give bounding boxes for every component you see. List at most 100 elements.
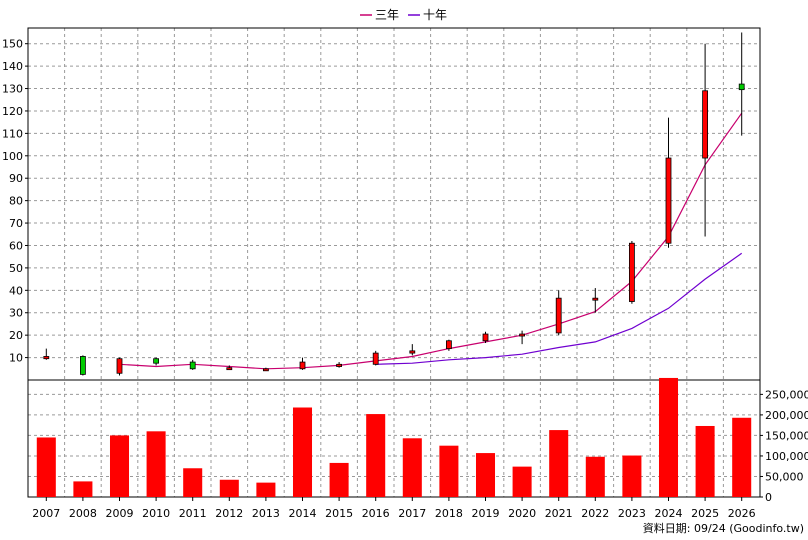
ma10-line [375,252,743,365]
candle-body [482,333,489,342]
source-note: 資料日期: 09/24 (Goodinfo.tw) [643,521,804,535]
candle-2021 [555,290,562,336]
x-tick-label: 2023 [618,507,646,520]
volume-bar-2024 [658,377,679,497]
legend-label-0: 三年 [375,8,399,22]
x-tick-label: 2026 [728,507,756,520]
volume-bar-2023 [622,455,642,497]
x-tick-label: 2009 [106,507,134,520]
candle-2013 [262,367,269,372]
candle-body [519,333,525,337]
candle-2008 [80,355,86,376]
moving-average-lines [119,112,743,370]
price-tick-label: 30 [9,307,23,320]
volume-bar-2025 [695,425,715,497]
candle-body [153,358,160,364]
candle-body [702,90,708,159]
x-tick-label: 2021 [545,507,573,520]
price-tick-label: 10 [9,352,23,365]
volume-bar-2019 [475,453,496,497]
candle-2009 [116,357,123,376]
x-tick-label: 2010 [142,507,170,520]
plot-frames [27,27,761,498]
volume-bar-2022 [585,456,605,497]
x-tick-label: 2015 [325,507,353,520]
volume-bar-2026 [732,417,752,497]
candle-body [80,356,86,375]
candle-body [262,368,269,372]
candle-2015 [336,362,343,368]
grid-lines [28,28,760,497]
candle-2019 [482,331,489,344]
volume-tick-label: 150,000 [765,429,808,442]
x-tick-label: 2022 [581,507,609,520]
price-tick-label: 90 [9,172,23,185]
volume-bars [36,377,752,497]
legend: 三年 十年 [360,8,447,22]
volume-bar-2007 [36,437,56,497]
price-tick-label: 110 [2,127,23,140]
candle-body [665,157,672,244]
candle-2025 [702,43,708,237]
candle-body [445,340,452,350]
candle-body [43,356,50,360]
price-tick-label: 130 [2,83,23,96]
candle-body [189,361,196,370]
price-tick-label: 150 [2,38,23,51]
candle-body [116,358,123,374]
candle-body [372,352,379,365]
ma3-line [119,112,743,370]
x-tick-label: 2012 [215,507,243,520]
candle-2026 [738,32,745,136]
price-tick-label: 70 [9,217,23,230]
candle-2016 [372,350,379,366]
price-tick-label: 140 [2,60,23,73]
candle-2007 [43,348,50,360]
candle-2018 [445,339,452,351]
x-axis: 2007 2008 2009 2010 2011 2012 2013 2014 2015 2016… [32,497,756,520]
candle-body [738,83,745,91]
candle-body [409,350,416,354]
volume-bar-2016 [366,414,386,497]
price-tick-label: 50 [9,262,23,275]
candle-2010 [153,357,160,366]
candle-body [336,363,343,367]
candle-body [226,367,233,371]
x-tick-label: 2025 [691,507,719,520]
volume-tick-label: 0 [765,491,772,504]
volume-bar-2011 [183,468,203,497]
candle-2012 [226,365,233,371]
volume-tick-label: 250,000 [765,388,808,401]
price-tick-label: 20 [9,329,23,342]
x-tick-label: 2011 [179,507,207,520]
x-tick-label: 2007 [32,507,60,520]
volume-bar-2014 [292,407,313,497]
candle-2011 [189,359,196,370]
candle-2023 [629,240,635,304]
price-tick-label: 80 [9,195,23,208]
x-tick-label: 2008 [69,507,97,520]
candle-2014 [299,357,306,370]
candle-body [555,297,562,334]
price-tick-label: 120 [2,105,23,118]
volume-bar-2008 [73,481,93,497]
volume-tick-label: 50,000 [765,470,804,483]
volume-bar-2012 [219,479,239,497]
volume-bar-2020 [512,466,532,497]
price-tick-label: 100 [2,150,23,163]
volume-tick-label: 100,000 [765,450,808,463]
price-axis: 10 20 30 40 50 60 70 80 90 100 110 120 130 140 150 [2,38,28,365]
x-tick-label: 2014 [289,507,317,520]
x-tick-label: 2020 [508,507,536,520]
volume-axis: 0 50,000 100,000 150,000 200,000 250,000 [760,388,808,504]
candle-2020 [519,330,525,345]
candle-2022 [592,288,599,313]
candle-2017 [409,344,416,356]
volume-bar-2009 [109,435,130,497]
candle-body [629,242,635,302]
candle-body [299,361,306,370]
price-tick-label: 60 [9,239,23,252]
candlesticks [43,32,745,376]
price-tick-label: 40 [9,284,23,297]
